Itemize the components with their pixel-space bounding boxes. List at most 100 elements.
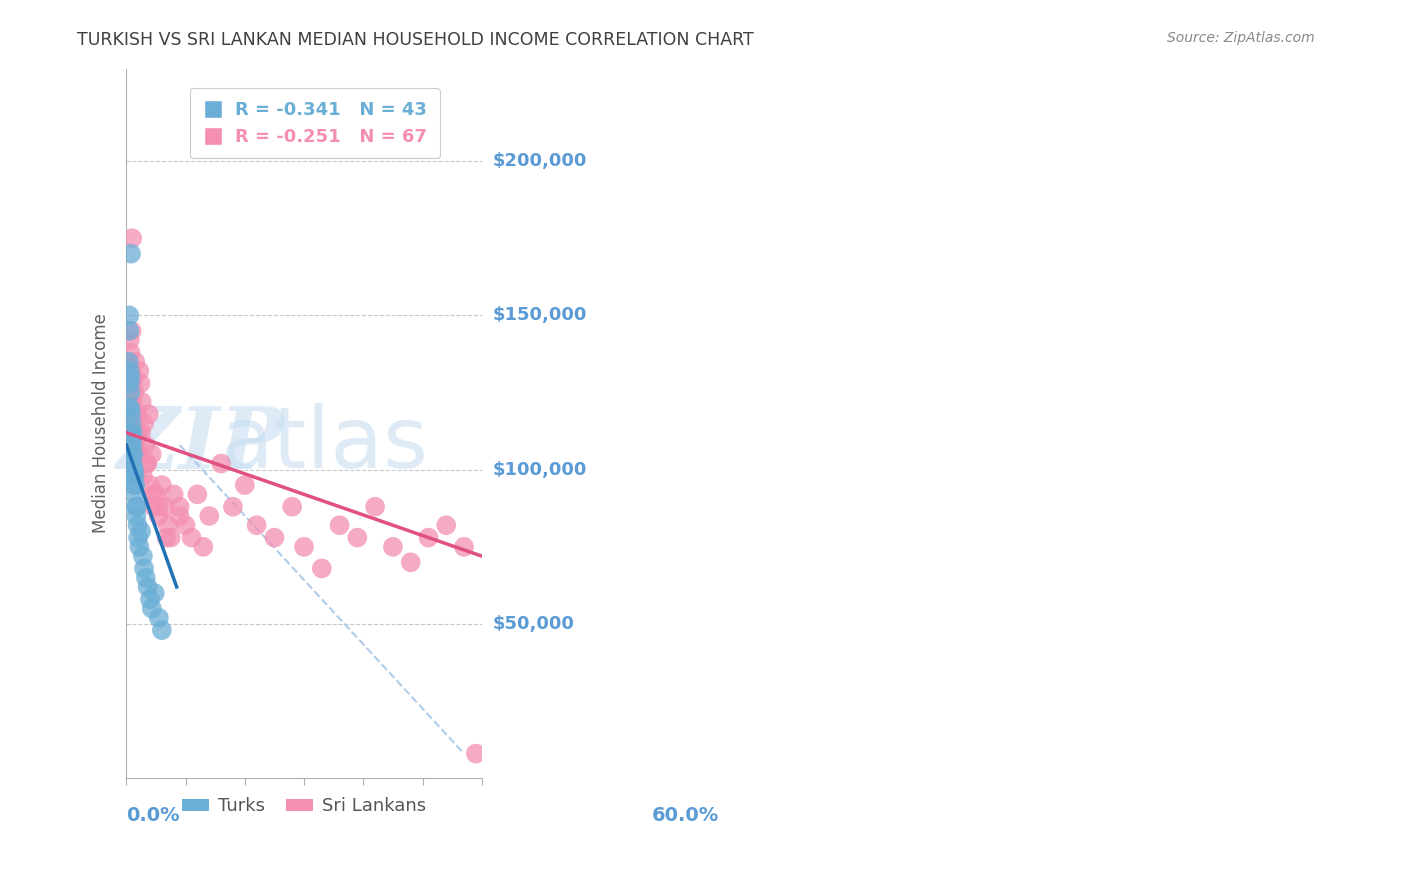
Point	[129, 425, 152, 440]
Point	[143, 586, 166, 600]
Point	[399, 555, 422, 569]
Point	[281, 500, 304, 514]
Point	[329, 518, 352, 533]
Point	[121, 432, 143, 446]
Point	[118, 333, 141, 347]
Point	[246, 518, 269, 533]
Point	[122, 438, 145, 452]
Point	[121, 231, 143, 245]
Text: ZIP: ZIP	[117, 403, 284, 486]
Point	[138, 407, 160, 421]
Point	[311, 561, 333, 575]
Point	[118, 407, 141, 421]
Point	[156, 518, 179, 533]
Point	[122, 463, 145, 477]
Point	[364, 500, 387, 514]
Point	[434, 518, 457, 533]
Point	[125, 425, 148, 440]
Point	[145, 487, 167, 501]
Point	[418, 531, 440, 545]
Text: 0.0%: 0.0%	[127, 805, 180, 825]
Point	[121, 394, 143, 409]
Point	[120, 407, 142, 421]
Point	[120, 385, 142, 400]
Point	[142, 500, 165, 514]
Y-axis label: Median Household Income: Median Household Income	[93, 313, 110, 533]
Point	[124, 385, 146, 400]
Point	[464, 747, 486, 761]
Point	[346, 531, 368, 545]
Point	[121, 457, 143, 471]
Point	[118, 309, 141, 323]
Point	[121, 438, 143, 452]
Point	[174, 518, 197, 533]
Point	[163, 487, 186, 501]
Point	[122, 478, 145, 492]
Point	[125, 508, 148, 523]
Point	[132, 549, 155, 563]
Point	[453, 540, 475, 554]
Point	[132, 561, 155, 575]
Point	[120, 364, 142, 378]
Point	[121, 447, 143, 461]
Point	[139, 592, 162, 607]
Text: $150,000: $150,000	[494, 306, 588, 325]
Point	[127, 531, 149, 545]
Point	[122, 370, 145, 384]
Text: $200,000: $200,000	[494, 153, 588, 170]
Point	[125, 500, 148, 514]
Point	[193, 540, 215, 554]
Point	[124, 478, 146, 492]
Point	[132, 468, 155, 483]
Point	[128, 540, 150, 554]
Point	[125, 468, 148, 483]
Point	[129, 524, 152, 539]
Text: $100,000: $100,000	[494, 460, 588, 479]
Point	[153, 500, 176, 514]
Point	[233, 478, 256, 492]
Point	[120, 438, 142, 452]
Point	[121, 376, 143, 391]
Point	[125, 447, 148, 461]
Point	[136, 457, 159, 471]
Point	[120, 401, 142, 415]
Point	[148, 500, 170, 514]
Point	[186, 487, 208, 501]
Point	[129, 376, 152, 391]
Point	[121, 324, 143, 338]
Point	[127, 407, 149, 421]
Point	[120, 246, 142, 260]
Point	[263, 531, 285, 545]
Point	[120, 425, 142, 440]
Point	[150, 478, 173, 492]
Text: atlas: atlas	[221, 403, 429, 486]
Point	[134, 438, 156, 452]
Point	[128, 364, 150, 378]
Point	[127, 518, 149, 533]
Point	[292, 540, 315, 554]
Point	[169, 500, 191, 514]
Legend: R = -0.341   N = 43, R = -0.251   N = 67: R = -0.341 N = 43, R = -0.251 N = 67	[190, 88, 440, 159]
Point	[136, 580, 159, 594]
Point	[121, 425, 143, 440]
Point	[120, 370, 142, 384]
Text: Source: ZipAtlas.com: Source: ZipAtlas.com	[1167, 31, 1315, 45]
Text: $50,000: $50,000	[494, 615, 575, 633]
Point	[124, 417, 146, 431]
Point	[159, 531, 181, 545]
Point	[122, 447, 145, 461]
Point	[118, 324, 141, 338]
Point	[155, 531, 177, 545]
Point	[141, 447, 163, 461]
Point	[124, 468, 146, 483]
Point	[124, 487, 146, 501]
Point	[118, 376, 141, 391]
Point	[124, 354, 146, 368]
Point	[139, 478, 162, 492]
Point	[125, 438, 148, 452]
Point	[169, 508, 191, 523]
Point	[150, 623, 173, 637]
Point	[121, 417, 143, 431]
Point	[121, 463, 143, 477]
Point	[122, 407, 145, 421]
